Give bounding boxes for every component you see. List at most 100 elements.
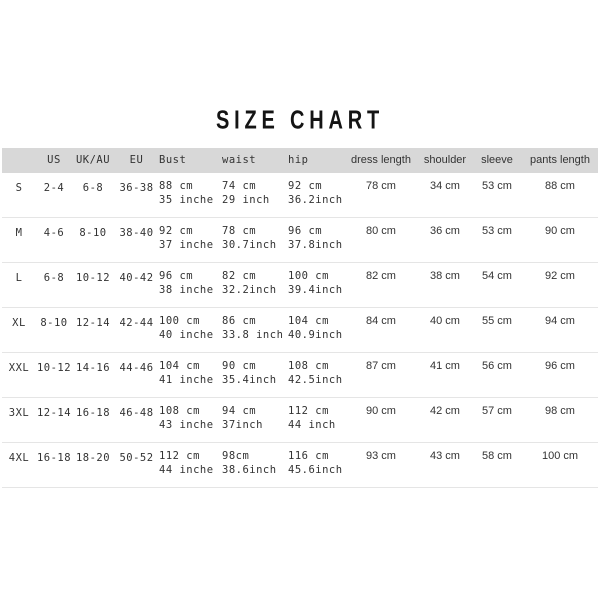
hip-inch: 37.8inch <box>288 239 343 251</box>
us-cell: 12-14 <box>36 407 72 419</box>
eu-cell: 36-38 <box>119 182 154 194</box>
waist-inch: 37inch <box>222 419 263 431</box>
waist-cell: 86 cm 33.8 inch <box>222 315 288 342</box>
bust-cm: 100 cm <box>159 315 200 327</box>
hip-cm: 96 cm <box>288 225 323 237</box>
pants-length-cell: 92 cm <box>545 270 575 282</box>
table-row-l: L 6-8 10-12 40-42 96 cm 38 inche 82 cm 3… <box>2 263 598 308</box>
page-title: SIZE CHART <box>216 105 384 135</box>
pants-length-cell: 98 cm <box>545 405 575 417</box>
size-label: XL <box>12 317 26 329</box>
dress-length-cell: 93 cm <box>366 450 396 462</box>
waist-cm: 74 cm <box>222 180 257 192</box>
hip-cm: 108 cm <box>288 360 329 372</box>
uk-au-cell: 18-20 <box>75 452 111 464</box>
eu-cell: 38-40 <box>119 227 154 239</box>
size-label: XXL <box>8 362 30 374</box>
hip-cm: 100 cm <box>288 270 329 282</box>
pants-length-cell: 100 cm <box>541 450 579 462</box>
header-waist: waist <box>222 154 257 166</box>
pants-length-cell: 96 cm <box>545 360 575 372</box>
waist-cm: 78 cm <box>222 225 257 237</box>
bust-inch: 38 inche <box>159 284 214 296</box>
sleeve-cell: 53 cm <box>482 180 512 192</box>
hip-inch: 42.5inch <box>288 374 343 386</box>
header-eu: EU <box>129 154 144 166</box>
uk-au-cell: 12-14 <box>75 317 111 329</box>
uk-au-cell: 16-18 <box>75 407 111 419</box>
waist-cm: 82 cm <box>222 270 257 282</box>
bust-cell: 108 cm 43 inche <box>159 405 222 432</box>
us-cell: 2-4 <box>43 182 65 194</box>
hip-cm: 104 cm <box>288 315 329 327</box>
shoulder-cell: 34 cm <box>430 180 460 192</box>
header-bust: Bust <box>159 154 187 166</box>
table-row-xxl: XXL 10-12 14-16 44-46 104 cm 41 inche 90… <box>2 353 598 398</box>
bust-inch: 37 inche <box>159 239 214 251</box>
bust-inch: 40 inche <box>159 329 214 341</box>
sleeve-cell: 55 cm <box>482 315 512 327</box>
hip-inch: 39.4inch <box>288 284 343 296</box>
shoulder-cell: 38 cm <box>430 270 460 282</box>
waist-cm: 90 cm <box>222 360 257 372</box>
hip-inch: 36.2inch <box>288 194 343 206</box>
waist-cell: 90 cm 35.4inch <box>222 360 288 387</box>
dress-length-cell: 87 cm <box>366 360 396 372</box>
hip-cell: 112 cm 44 inch <box>288 405 344 432</box>
sleeve-cell: 57 cm <box>482 405 512 417</box>
header-shoulder: shoulder <box>423 154 467 166</box>
header-hip: hip <box>288 154 309 166</box>
pants-length-cell: 90 cm <box>545 225 575 237</box>
size-label: S <box>15 182 23 194</box>
eu-cell: 40-42 <box>119 272 154 284</box>
uk-au-cell: 6-8 <box>82 182 104 194</box>
table-row-3xl: 3XL 12-14 16-18 46-48 108 cm 43 inche 94… <box>2 398 598 443</box>
shoulder-cell: 42 cm <box>430 405 460 417</box>
uk-au-cell: 14-16 <box>75 362 111 374</box>
us-cell: 10-12 <box>36 362 72 374</box>
waist-cm: 98cm <box>222 450 250 462</box>
bust-cell: 104 cm 41 inche <box>159 360 222 387</box>
size-label: 3XL <box>8 407 30 419</box>
page-title-wrap: SIZE CHART <box>0 105 600 135</box>
hip-inch: 45.6inch <box>288 464 343 476</box>
hip-cm: 112 cm <box>288 405 329 417</box>
us-cell: 4-6 <box>43 227 65 239</box>
hip-inch: 40.9inch <box>288 329 343 341</box>
waist-cm: 86 cm <box>222 315 257 327</box>
hip-cell: 92 cm 36.2inch <box>288 180 344 207</box>
bust-inch: 44 inche <box>159 464 214 476</box>
bust-inch: 43 inche <box>159 419 214 431</box>
hip-cell: 116 cm 45.6inch <box>288 450 344 477</box>
header-sleeve: sleeve <box>481 154 513 166</box>
eu-cell: 42-44 <box>119 317 154 329</box>
uk-au-cell: 10-12 <box>75 272 111 284</box>
waist-inch: 33.8 inch <box>222 329 284 341</box>
waist-cell: 82 cm 32.2inch <box>222 270 288 297</box>
bust-cm: 108 cm <box>159 405 200 417</box>
waist-cell: 74 cm 29 inch <box>222 180 288 207</box>
bust-cm: 92 cm <box>159 225 194 237</box>
bust-cell: 112 cm 44 inche <box>159 450 222 477</box>
table-row-m: M 4-6 8-10 38-40 92 cm 37 inche 78 cm 30… <box>2 218 598 263</box>
sleeve-cell: 56 cm <box>482 360 512 372</box>
bust-cell: 96 cm 38 inche <box>159 270 222 297</box>
bust-cm: 112 cm <box>159 450 200 462</box>
bust-inch: 35 inche <box>159 194 214 206</box>
sleeve-cell: 54 cm <box>482 270 512 282</box>
waist-inch: 29 inch <box>222 194 270 206</box>
bust-cm: 104 cm <box>159 360 200 372</box>
header-dress-length: dress length <box>351 154 411 166</box>
hip-cell: 96 cm 37.8inch <box>288 225 344 252</box>
waist-cell: 98cm 38.6inch <box>222 450 288 477</box>
pants-length-cell: 94 cm <box>545 315 575 327</box>
bust-inch: 41 inche <box>159 374 214 386</box>
bust-cm: 88 cm <box>159 180 194 192</box>
us-cell: 16-18 <box>36 452 72 464</box>
eu-cell: 46-48 <box>119 407 154 419</box>
size-label: M <box>15 227 23 239</box>
dress-length-cell: 80 cm <box>366 225 396 237</box>
pants-length-cell: 88 cm <box>545 180 575 192</box>
hip-inch: 44 inch <box>288 419 336 431</box>
